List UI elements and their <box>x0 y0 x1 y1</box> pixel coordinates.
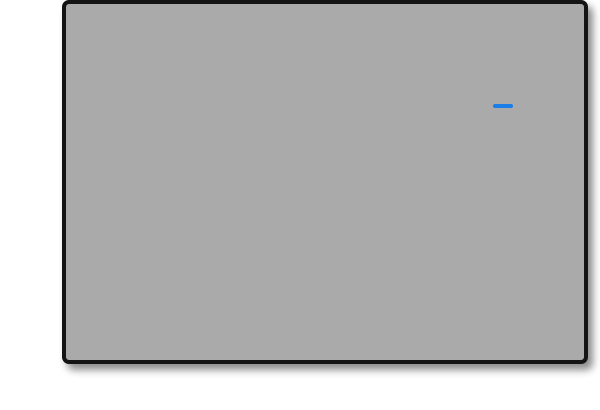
spectrum-chart <box>66 4 584 360</box>
chinese-title-badge <box>493 104 513 108</box>
plot-area <box>62 0 588 364</box>
